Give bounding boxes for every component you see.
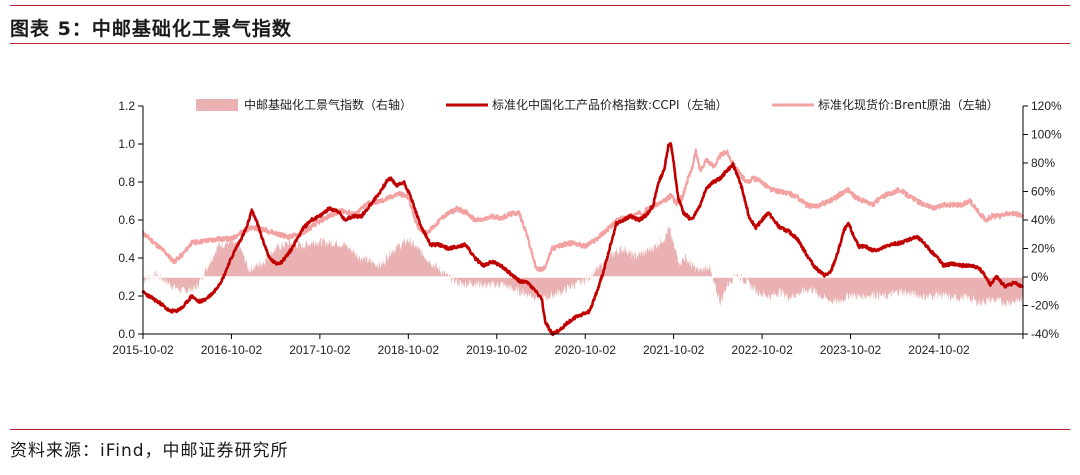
right-tick-label: 80% <box>1031 156 1055 170</box>
ccpi-line <box>141 142 1025 337</box>
left-tick-label: 0.6 <box>118 213 135 227</box>
right-axis-ticks: -40% -20% 0% 20% 40% 60% 80% 100% 120% <box>1023 99 1062 341</box>
x-tick-label: 2015-10-02 <box>112 343 174 357</box>
right-tick-label: 40% <box>1031 213 1055 227</box>
chart-svg: 0.0 0.2 0.4 0.6 0.8 1.0 1.2 -40% -20% 0% 20% 40% 60… <box>112 97 1062 357</box>
source-note: 资料来源：iFind，中邮证券研究所 <box>10 441 289 461</box>
legend-swatch-prosperity <box>196 99 238 111</box>
brent-line <box>142 148 1025 273</box>
left-tick-label: 0.0 <box>118 327 135 341</box>
brent-line-series <box>142 148 1025 273</box>
left-tick-label: 0.8 <box>118 175 135 189</box>
left-tick-label: 0.2 <box>118 289 135 303</box>
left-tick-label: 1.2 <box>118 99 135 113</box>
right-tick-label: 20% <box>1031 242 1055 256</box>
x-tick-label: 2018-10-02 <box>378 343 440 357</box>
source-rule <box>10 429 1070 430</box>
right-tick-label: 60% <box>1031 185 1055 199</box>
x-tick-label: 2021-10-02 <box>643 343 705 357</box>
x-axis-ticks: 2015-10-02 2016-10-02 2017-10-02 2018-10-02… <box>112 334 1024 357</box>
title-bottom-rule <box>10 43 1070 44</box>
chart-axes <box>142 106 1024 335</box>
x-tick-label: 2020-10-02 <box>555 343 617 357</box>
x-tick-label: 2024-10-02 <box>908 343 970 357</box>
chart-legend: 中邮基础化工景气指数（右轴） 标准化中国化工产品价格指数:CCPI（左轴） 标准化现… <box>196 97 999 112</box>
legend-label-ccpi: 标准化中国化工产品价格指数:CCPI（左轴） <box>492 97 728 112</box>
figure-title: 图表 5：中邮基础化工景气指数 <box>10 18 292 40</box>
x-tick-label: 2019-10-02 <box>466 343 528 357</box>
title-top-rule <box>10 5 1070 6</box>
prosperity-area-series <box>143 226 1023 308</box>
legend-label-brent: 标准化现货价:Brent原油（左轴） <box>818 97 999 112</box>
left-tick-label: 1.0 <box>118 137 135 151</box>
right-tick-label: 0% <box>1031 270 1049 284</box>
prosperity-area <box>143 226 1023 308</box>
right-tick-label: 120% <box>1031 99 1062 113</box>
left-tick-label: 0.4 <box>118 251 135 265</box>
right-tick-label: -40% <box>1031 327 1059 341</box>
x-tick-label: 2017-10-02 <box>289 343 351 357</box>
legend-label-prosperity: 中邮基础化工景气指数（右轴） <box>244 97 412 112</box>
left-axis-ticks: 0.0 0.2 0.4 0.6 0.8 1.0 1.2 <box>118 99 143 341</box>
x-tick-label: 2023-10-02 <box>820 343 882 357</box>
x-tick-label: 2022-10-02 <box>731 343 793 357</box>
ccpi-line-series <box>141 142 1025 337</box>
right-tick-label: 100% <box>1031 128 1062 142</box>
right-tick-label: -20% <box>1031 299 1059 313</box>
x-tick-label: 2016-10-02 <box>201 343 263 357</box>
